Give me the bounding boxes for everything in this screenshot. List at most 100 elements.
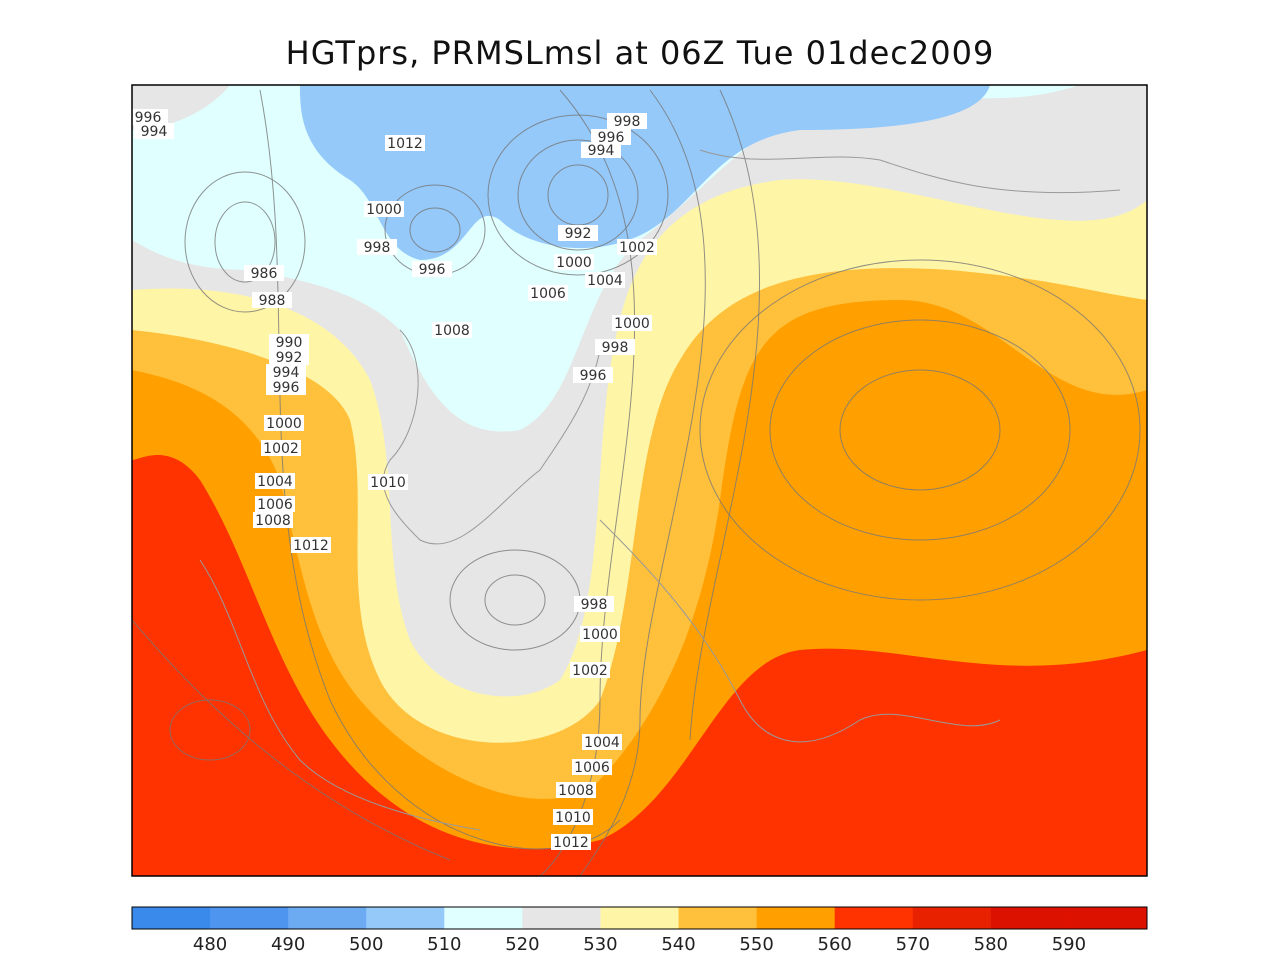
label-box xyxy=(385,135,425,151)
label-box xyxy=(607,113,647,129)
isobar-label: 1006 xyxy=(572,759,612,776)
isobar-label: 1004 xyxy=(255,473,295,490)
colorbar-label: 580 xyxy=(974,934,1008,955)
label-text: 992 xyxy=(565,226,592,242)
label-text: 1000 xyxy=(614,316,650,332)
label-text: 1002 xyxy=(572,663,608,679)
label-text: 1002 xyxy=(619,240,655,256)
label-box xyxy=(134,123,174,139)
label-box xyxy=(269,334,309,350)
colorbar-swatch xyxy=(366,907,445,929)
label-box xyxy=(269,349,309,365)
label-box xyxy=(595,339,635,355)
colorbar-label: 480 xyxy=(193,934,227,955)
label-text: 996 xyxy=(419,262,446,278)
label-box xyxy=(554,254,594,270)
label-box xyxy=(553,809,593,825)
label-box xyxy=(572,759,612,775)
label-text: 994 xyxy=(141,124,168,140)
label-text: 1004 xyxy=(257,474,293,490)
label-text: 998 xyxy=(581,597,608,613)
isobar-label: 1000 xyxy=(554,254,594,271)
isobar-label: 1008 xyxy=(253,512,293,529)
isobar-label: 1000 xyxy=(612,315,652,332)
label-text: 1012 xyxy=(553,835,589,851)
colorbar-label: 540 xyxy=(661,934,695,955)
colorbar-label: 590 xyxy=(1052,934,1086,955)
label-text: 994 xyxy=(588,143,615,159)
isobar-label: 1002 xyxy=(261,440,301,457)
label-text: 1002 xyxy=(263,441,299,457)
label-box xyxy=(580,626,620,642)
colorbar-swatch xyxy=(912,907,992,929)
label-text: 1004 xyxy=(587,273,623,289)
label-box xyxy=(244,265,284,281)
label-text: 998 xyxy=(364,240,391,256)
isobar-label: 986 xyxy=(244,265,284,282)
label-text: 994 xyxy=(273,365,300,381)
colorbar-swatch xyxy=(834,907,914,929)
label-text: 988 xyxy=(259,293,286,309)
label-text: 1006 xyxy=(257,497,293,513)
colorbar-label: 570 xyxy=(896,934,930,955)
isobar-label: 1008 xyxy=(556,782,596,799)
label-text: 1012 xyxy=(387,136,423,152)
label-box xyxy=(558,225,598,241)
label-box xyxy=(252,292,292,308)
label-text: 1008 xyxy=(255,513,291,529)
label-text: 1004 xyxy=(584,735,620,751)
colorbar-swatch xyxy=(990,907,1070,929)
label-text: 1008 xyxy=(434,323,470,339)
label-text: 1000 xyxy=(366,202,402,218)
label-box xyxy=(585,272,625,288)
isobar-label: 998 xyxy=(357,239,397,256)
label-box xyxy=(253,512,293,528)
label-text: 990 xyxy=(276,335,303,351)
label-text: 998 xyxy=(602,340,629,356)
map-title: HGTprs, PRMSLmsl at 06Z Tue 01dec2009 xyxy=(286,34,995,72)
map-area: 9869889909929949961000100210041006100810… xyxy=(132,85,1147,876)
isobar-label: 992 xyxy=(558,225,598,242)
isobar-label: 998 xyxy=(607,113,647,130)
isobar-label: 1006 xyxy=(255,496,295,513)
label-box xyxy=(551,834,591,850)
isobar-label: 1012 xyxy=(551,834,591,851)
label-box xyxy=(261,440,301,456)
label-text: 1000 xyxy=(582,627,618,643)
isobar-label: 1004 xyxy=(585,272,625,289)
band-510 xyxy=(300,85,990,260)
label-text: 1006 xyxy=(574,760,610,776)
label-box xyxy=(574,596,614,612)
isobar-label: 988 xyxy=(252,292,292,309)
isobar-label: 992 xyxy=(269,349,309,366)
label-box xyxy=(612,315,652,331)
colorbar-swatch xyxy=(132,907,211,929)
map-frame xyxy=(131,84,1148,877)
label-text: 998 xyxy=(614,114,641,130)
isobar-label: 1010 xyxy=(368,474,408,491)
colorbar-swatch xyxy=(444,907,523,929)
label-box xyxy=(556,782,596,798)
label-box xyxy=(264,415,304,431)
label-box xyxy=(266,364,306,380)
isobar-label: 996 xyxy=(266,379,306,396)
isobar-label: 996 xyxy=(132,109,168,126)
label-box xyxy=(255,473,295,489)
label-box xyxy=(617,239,657,255)
label-box xyxy=(368,474,408,490)
colorbar-swatch xyxy=(1068,907,1148,929)
label-box xyxy=(582,734,622,750)
label-box xyxy=(591,129,631,145)
isobar-label: 994 xyxy=(581,142,621,159)
colorbar-label: 490 xyxy=(271,934,305,955)
isobar-label: 996 xyxy=(573,367,613,384)
isobar-label: 1000 xyxy=(580,626,620,643)
isobar-label: 1010 xyxy=(553,809,593,826)
label-text: 1006 xyxy=(530,286,566,302)
colorbar-swatch xyxy=(288,907,367,929)
label-text: 1010 xyxy=(370,475,406,491)
label-text: 1000 xyxy=(266,416,302,432)
coastlines xyxy=(199,149,1121,831)
